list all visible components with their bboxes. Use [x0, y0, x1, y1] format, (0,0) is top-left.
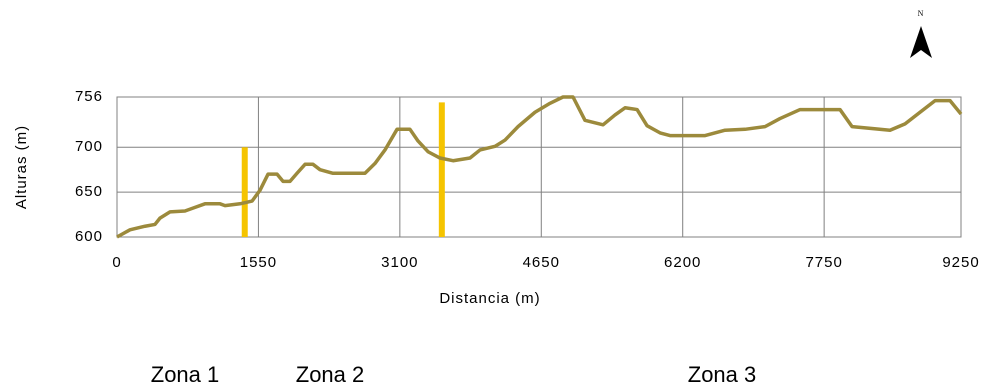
y-tick-label: 756 — [75, 88, 103, 105]
x-tick-label: 1550 — [240, 254, 277, 271]
zone-label: Zona 3 — [688, 362, 757, 387]
x-tick-label: 4650 — [523, 254, 560, 271]
elevation-line — [116, 95, 963, 239]
compass-label: N — [918, 9, 925, 18]
x-tick-label: 7750 — [805, 254, 842, 271]
x-axis-label: Distancia (m) — [439, 290, 540, 307]
x-tick-label: 9250 — [942, 254, 979, 271]
zone-marker — [438, 102, 445, 237]
compass-arrow — [910, 26, 932, 58]
y-tick-label: 650 — [75, 183, 103, 200]
y-tick-label: 600 — [75, 228, 103, 245]
y-tick-label: 700 — [75, 138, 103, 155]
x-tick-label: 3100 — [381, 254, 418, 271]
y-axis-label: Alturas (m) — [13, 125, 30, 209]
zone-label: Zona 2 — [296, 362, 365, 387]
x-tick-label: 0 — [112, 254, 121, 271]
x-tick-label: 6200 — [664, 254, 701, 271]
zone-marker — [241, 147, 248, 237]
zone-label: Zona 1 — [151, 362, 220, 387]
